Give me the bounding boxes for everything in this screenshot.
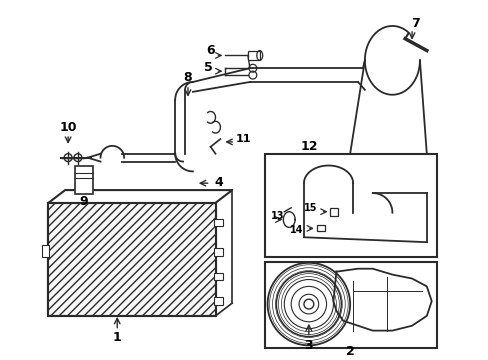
Text: 1: 1: [113, 331, 122, 344]
Text: 11: 11: [235, 134, 250, 144]
Text: 14: 14: [290, 225, 303, 235]
Bar: [316, 225, 324, 231]
Text: 10: 10: [59, 121, 77, 134]
Text: 8: 8: [183, 71, 192, 84]
Bar: [330, 208, 338, 216]
Text: 7: 7: [410, 17, 419, 30]
Bar: [247, 50, 259, 60]
Bar: [213, 248, 223, 256]
Text: 15: 15: [304, 203, 317, 213]
Bar: [264, 262, 436, 348]
Text: 2: 2: [345, 345, 354, 358]
Bar: [264, 154, 436, 257]
Text: 3: 3: [304, 339, 312, 352]
Bar: [213, 297, 223, 305]
Text: 12: 12: [300, 140, 317, 153]
Text: 13: 13: [270, 211, 284, 221]
Text: 4: 4: [214, 176, 223, 189]
Bar: [213, 219, 223, 226]
Text: 9: 9: [80, 195, 88, 208]
Text: 6: 6: [206, 44, 214, 57]
Bar: [75, 166, 92, 194]
Bar: [48, 203, 215, 316]
Bar: [41, 245, 49, 257]
Text: 5: 5: [204, 61, 213, 74]
Bar: [213, 273, 223, 280]
